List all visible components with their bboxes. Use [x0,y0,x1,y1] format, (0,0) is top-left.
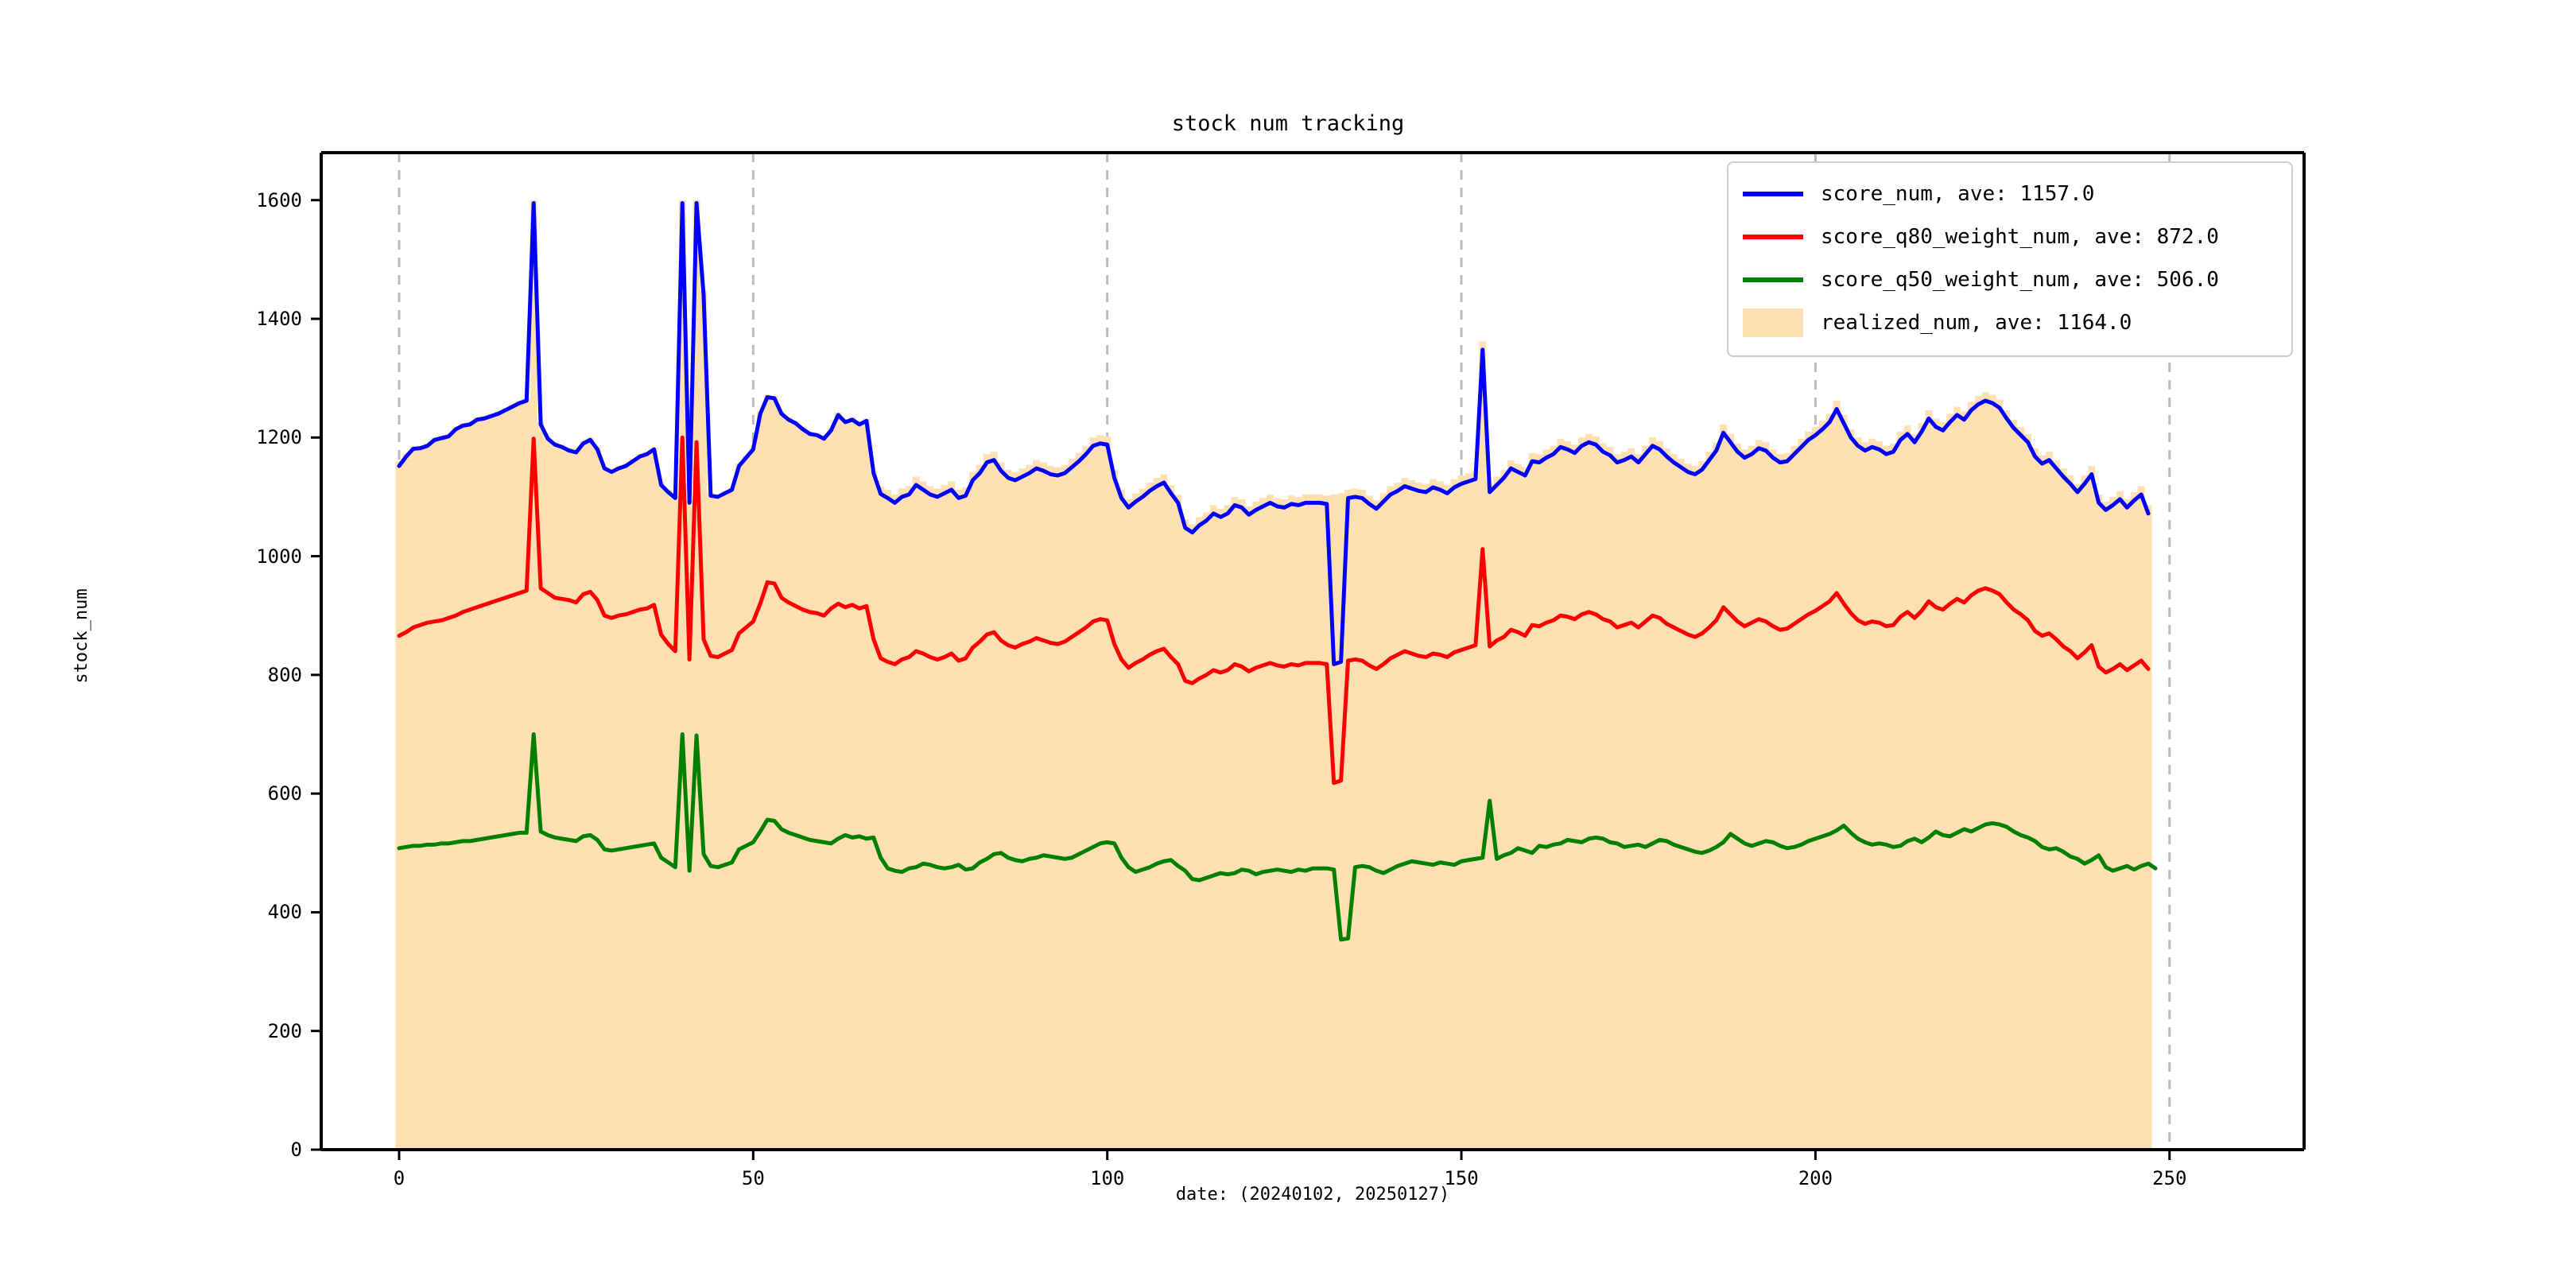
line-series-score-q80-weight-num [397,435,2151,786]
legend-label: score_q80_weight_num, ave: 872.0 [1821,225,2219,249]
y-tick-label: 200 [267,1019,302,1042]
x-tick-label: 200 [1798,1167,1833,1189]
legend-item[interactable]: score_num, ave: 1157.0 [1743,173,2277,215]
y-tick-label: 1000 [256,545,302,568]
y-axis-label: stock_num [72,588,91,684]
legend-label: realized_num, ave: 1164.0 [1821,311,2132,335]
x-tick-label: 50 [741,1167,765,1189]
y-tick-label: 1400 [256,308,302,330]
x-tick-label: 0 [393,1167,405,1189]
y-tick-label: 800 [267,663,302,686]
legend-swatch-patch-icon [1743,308,1803,337]
x-tick-label: 250 [2152,1167,2187,1189]
x-axis-label: date: (20240102, 20250127) [1175,1185,1450,1205]
y-tick-label: 1600 [256,188,302,211]
legend-label: score_num, ave: 1157.0 [1821,182,2095,206]
y-tick-label: 0 [290,1139,302,1161]
legend-label: score_q50_weight_num, ave: 506.0 [1821,268,2219,292]
chart-legend[interactable]: score_num, ave: 1157.0 score_q80_weight_n… [1727,161,2293,357]
legend-item[interactable]: score_q50_weight_num, ave: 506.0 [1743,258,2277,301]
y-tick-label: 1200 [256,426,302,449]
x-tick-label: 100 [1090,1167,1125,1189]
line-series-score-q50-weight-num [397,732,2158,942]
legend-swatch-line-icon [1743,277,1803,282]
tick-marks [311,199,2171,1160]
legend-item[interactable]: score_q80_weight_num, ave: 872.0 [1743,215,2277,258]
line-series-score-num [397,200,2151,666]
area-series-realized-num [395,200,2152,1150]
legend-item[interactable]: realized_num, ave: 1164.0 [1743,301,2277,344]
x-tick-label: 150 [1444,1167,1479,1189]
chart-title: stock num tracking [1171,111,1405,136]
legend-swatch-line-icon [1743,192,1803,196]
y-tick-label: 400 [267,901,302,924]
legend-swatch-line-icon [1743,235,1803,239]
y-tick-label: 600 [267,782,302,805]
